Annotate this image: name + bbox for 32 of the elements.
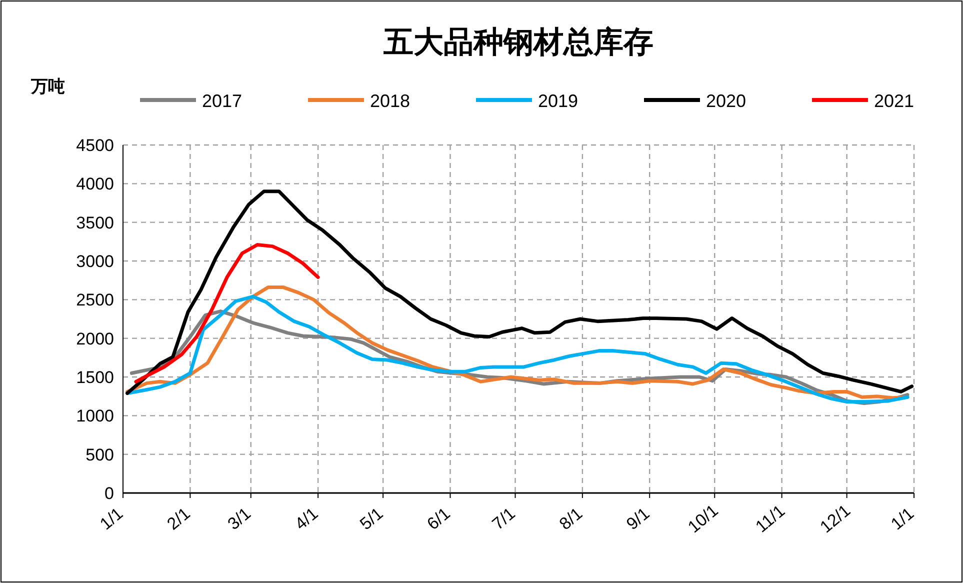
x-tick-label: 1/1 — [887, 504, 918, 534]
y-axis-title: 万吨 — [30, 77, 65, 96]
legend-label: 2018 — [370, 91, 410, 111]
chart-title: 五大品种钢材总库存 — [382, 25, 654, 59]
y-tick-label: 2000 — [76, 329, 114, 348]
legend-label: 2020 — [706, 91, 746, 111]
x-tick-label: 8/1 — [556, 504, 586, 534]
legend-label: 2019 — [538, 91, 578, 111]
y-tick-label: 3000 — [76, 252, 114, 271]
x-tick-label: 2/1 — [163, 504, 194, 534]
legend-label: 2021 — [874, 91, 914, 111]
y-tick-label: 4000 — [76, 174, 114, 194]
x-tick-label: 11/1 — [752, 501, 789, 536]
y-tick-label: 3500 — [76, 213, 114, 232]
y-tick-label: 0 — [104, 484, 114, 503]
y-tick-label: 500 — [86, 445, 114, 464]
x-tick-label: 10/1 — [684, 500, 722, 537]
y-tick-label: 1000 — [76, 406, 114, 426]
x-tick-label: 6/1 — [424, 504, 454, 534]
x-tick-label: 9/1 — [622, 504, 654, 534]
x-tick-label: 12/1 — [816, 500, 854, 537]
x-tick-label: 7/1 — [488, 504, 519, 534]
y-tick-label: 1500 — [76, 368, 114, 387]
legend-label: 2017 — [202, 91, 242, 111]
line-series — [134, 243, 320, 384]
x-tick-label: 3/1 — [224, 504, 254, 534]
x-tick-label: 4/1 — [291, 504, 322, 534]
x-tick-label: 1/1 — [96, 504, 127, 534]
x-tick-label: 5/1 — [356, 504, 387, 534]
line-series — [126, 190, 914, 395]
y-tick-label: 4500 — [76, 136, 114, 155]
y-tick-label: 2500 — [76, 290, 114, 310]
